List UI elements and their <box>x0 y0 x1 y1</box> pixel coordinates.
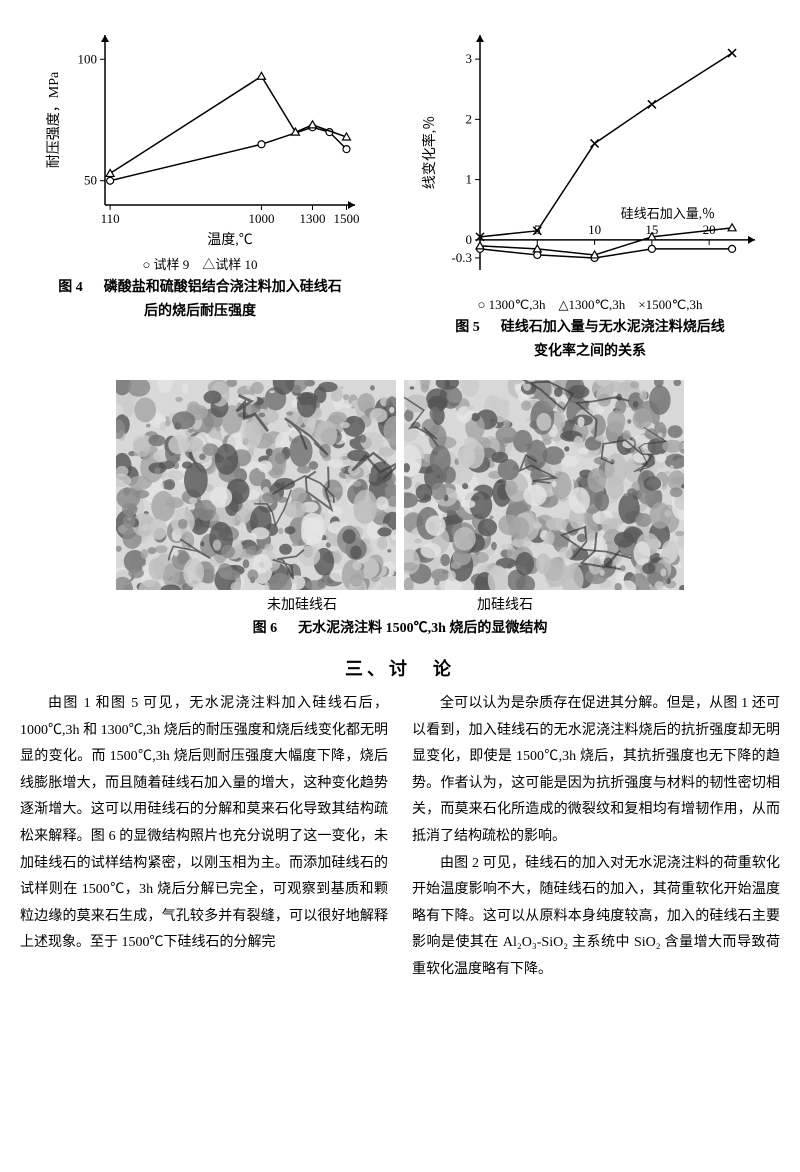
section-title: 三、讨 论 <box>20 655 780 681</box>
svg-text:1: 1 <box>466 172 473 187</box>
svg-text:10: 10 <box>588 222 601 237</box>
svg-text:100: 100 <box>78 51 98 66</box>
fig5-caption-text: 硅线石加入量与无水泥浇注料烧后线 <box>501 320 725 335</box>
svg-text:50: 50 <box>84 173 97 188</box>
svg-text:110: 110 <box>101 211 120 226</box>
svg-text:0: 0 <box>466 232 473 247</box>
col2-p2: 由图 2 可见，硅线石的加入对无水泥浇注料的荷重软化开始温度影响不大，随硅线石的… <box>412 851 780 984</box>
fig4-caption2: 后的烧后耐压强度 <box>144 300 256 320</box>
fig5-chart: -0.301235101520硅线石加入量,％线变化率,％ <box>410 20 770 290</box>
svg-text:硅线石加入量,％: 硅线石加入量,％ <box>621 206 715 221</box>
micrograph-left <box>116 380 396 590</box>
col2-p1: 全可以认为是杂质存在促进其分解。但是，从图 1 还可以看到，加入硅线石的无水泥浇… <box>412 691 780 851</box>
fig4-caption-text: 磷酸盐和硫酸铝结合浇注料加入硅线石 <box>104 280 342 295</box>
micrograph-row <box>20 380 780 590</box>
fig4-legend: ○ 试样 9 △试样 10 <box>142 254 257 273</box>
figure-4: 50 100 110 1000 1300 1500 耐压强度，MPa 温度,℃ ○ 试样 9 … <box>20 20 380 360</box>
fig4-caption-num: 图 4 <box>58 280 83 295</box>
svg-text:线变化率,％: 线变化率,％ <box>421 116 438 190</box>
fig4-caption: 图 4 磷酸盐和硫酸铝结合浇注料加入硅线石 <box>58 277 342 298</box>
micro-label-left: 未加硅线石 <box>267 594 337 614</box>
figure-5: -0.301235101520硅线石加入量,％线变化率,％ ○ 1300℃,3h… <box>400 20 780 360</box>
text-columns: 由图 1 和图 5 可见，无水泥浇注料加入硅线石后，1000℃,3h 和 130… <box>20 691 780 984</box>
fig5-legend: ○ 1300℃,3h △1300℃,3h ×1500℃,3h <box>478 294 703 313</box>
micrograph-right <box>404 380 684 590</box>
col1-p1: 由图 1 和图 5 可见，无水泥浇注料加入硅线石后，1000℃,3h 和 130… <box>20 691 388 957</box>
fig6-caption: 图 6 无水泥浇注料 1500℃,3h 烧后的显微结构 <box>20 618 780 639</box>
svg-text:温度,℃: 温度,℃ <box>207 232 253 248</box>
fig5-caption: 图 5 硅线石加入量与无水泥浇注料烧后线 <box>455 317 725 338</box>
column-left: 由图 1 和图 5 可见，无水泥浇注料加入硅线石后，1000℃,3h 和 130… <box>20 691 388 984</box>
figures-row: 50100110100013001500耐压强度，MPa温度,℃ ○ 试样 9 … <box>20 20 780 360</box>
svg-text:1300: 1300 <box>299 211 325 226</box>
micro-label-right: 加硅线石 <box>477 594 533 614</box>
fig6-caption-text: 无水泥浇注料 1500℃,3h 烧后的显微结构 <box>298 621 547 636</box>
svg-text:1000: 1000 <box>248 211 274 226</box>
svg-text:2: 2 <box>466 111 473 126</box>
fig4-chart: 50 100 110 1000 1300 1500 耐压强度，MPa 温度,℃ <box>30 20 370 250</box>
svg-text:3: 3 <box>466 51 473 66</box>
column-right: 全可以认为是杂质存在促进其分解。但是，从图 1 还可以看到，加入硅线石的无水泥浇… <box>412 691 780 984</box>
fig5-caption-num: 图 5 <box>455 320 480 335</box>
fig5-caption2: 变化率之间的关系 <box>534 340 646 360</box>
svg-text:1500: 1500 <box>333 211 359 226</box>
fig6-caption-num: 图 6 <box>253 621 278 636</box>
micrograph-labels: 未加硅线石 加硅线石 <box>20 594 780 614</box>
svg-text:耐压强度，MPa: 耐压强度，MPa <box>46 71 62 168</box>
svg-text:-0.3: -0.3 <box>451 250 472 265</box>
